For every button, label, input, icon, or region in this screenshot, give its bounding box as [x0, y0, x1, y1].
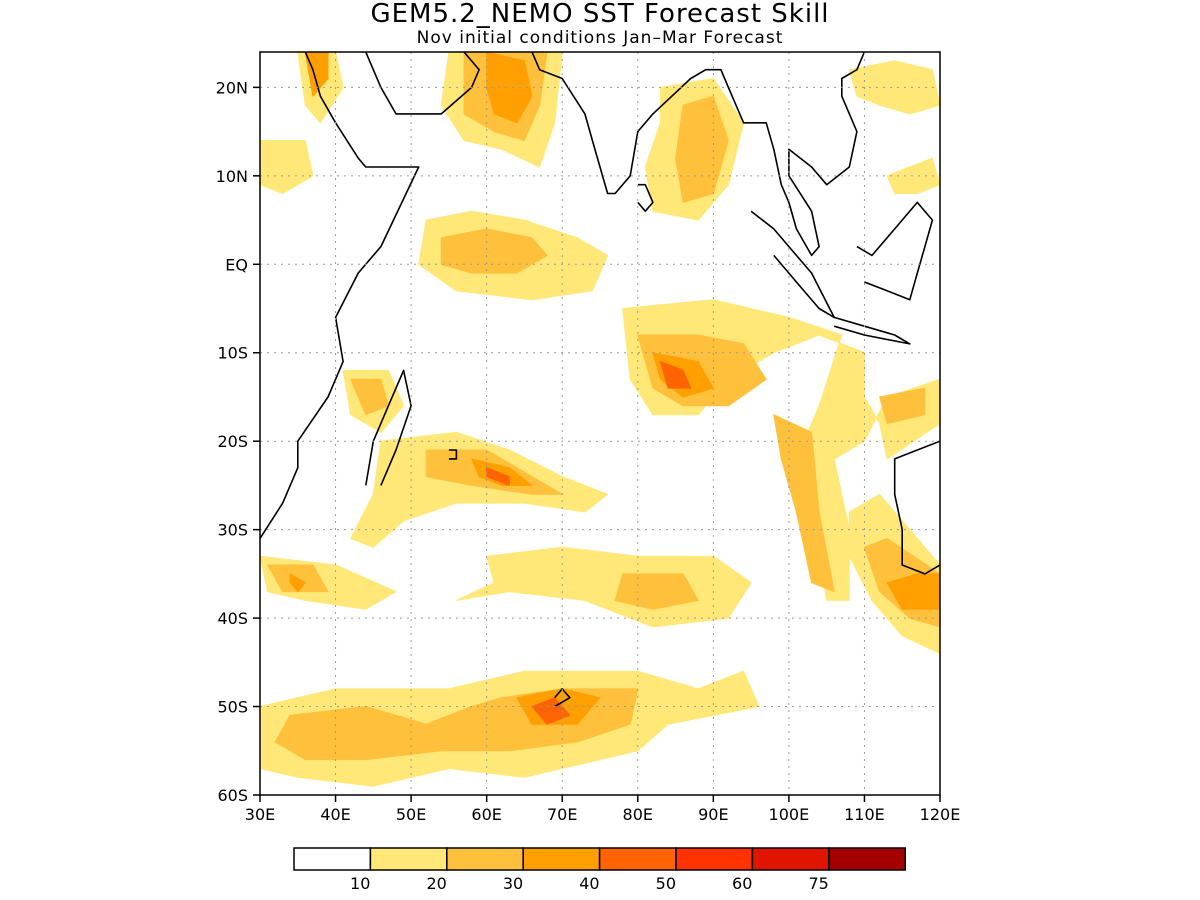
skill-region	[614, 573, 699, 610]
coastline	[750, 210, 836, 319]
coastline	[893, 440, 940, 575]
colorbar-bin	[522, 847, 601, 871]
colorbar-bin	[446, 847, 524, 871]
colorbar-bin	[293, 847, 372, 871]
coastline	[448, 449, 458, 460]
lon-tick-label: 50E	[396, 805, 426, 824]
lon-tick-label: 90E	[698, 805, 728, 824]
lon-tick-label: 30E	[245, 805, 275, 824]
lat-tick-label: 10N	[216, 167, 248, 186]
colorbar-bin	[598, 847, 677, 871]
gridlines	[260, 52, 940, 795]
coastline	[856, 201, 934, 301]
skill-region	[531, 697, 571, 725]
lat-tick-label: 40S	[217, 609, 248, 628]
colorbar-bin	[369, 847, 448, 871]
lon-tick-label: 60E	[471, 805, 501, 824]
coastline	[260, 52, 420, 539]
skill-region	[886, 573, 940, 610]
skill-region	[440, 228, 548, 274]
colorbar-label: 10	[350, 874, 370, 893]
coastline	[637, 183, 654, 212]
skill-region	[848, 60, 940, 115]
lat-tick-label: EQ	[225, 255, 248, 274]
lat-tick-label: 60S	[217, 786, 248, 805]
skill-region	[260, 140, 314, 194]
lat-tick-label: 50S	[217, 698, 248, 717]
coastline	[531, 52, 866, 257]
map-title: GEM5.2_NEMO SST Forecast Skill	[370, 0, 830, 29]
skill-region	[289, 573, 306, 593]
colorbar-bin	[828, 847, 906, 871]
skill-shading	[260, 52, 940, 787]
coastline	[833, 316, 911, 345]
plot-frame	[259, 51, 941, 796]
colorbar-label: 20	[426, 874, 446, 893]
skill-region	[659, 361, 692, 389]
colorbar-label: 40	[579, 874, 599, 893]
colorbar-label: 60	[732, 874, 752, 893]
lon-tick-label: 100E	[769, 805, 810, 824]
skill-region	[304, 52, 329, 97]
skill-region	[886, 157, 940, 194]
lon-tick-label: 70E	[547, 805, 577, 824]
colorbar-label: 30	[503, 874, 523, 893]
colorbar-label: 50	[656, 874, 676, 893]
skill-region	[350, 431, 609, 548]
lat-tick-label: 20N	[216, 78, 248, 97]
lat-tick-label: 20S	[217, 432, 248, 451]
skill-region	[455, 546, 752, 628]
lat-tick-label: 10S	[217, 344, 248, 363]
lon-tick-label: 120E	[920, 805, 961, 824]
lon-tick-label: 40E	[320, 805, 350, 824]
lon-tick-label: 80E	[623, 805, 653, 824]
lon-tick-label: 110E	[844, 805, 885, 824]
colorbar: 10 20 30 40 50 60 75	[293, 847, 906, 893]
map-subtitle: Nov initial conditions Jan–Mar Forecast	[416, 28, 784, 48]
skill-region	[879, 387, 926, 424]
colorbar-bin	[675, 847, 754, 871]
lat-tick-label: 30S	[217, 521, 248, 540]
coastline	[554, 688, 571, 708]
colorbar-label: 75	[808, 874, 828, 893]
colorbar-bin	[751, 847, 830, 871]
